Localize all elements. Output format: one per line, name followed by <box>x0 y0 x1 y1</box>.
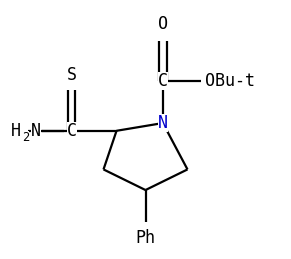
Text: C: C <box>158 71 168 90</box>
Text: Ph: Ph <box>136 229 155 247</box>
Text: C: C <box>67 122 77 140</box>
Text: H: H <box>11 122 21 140</box>
Text: N: N <box>158 114 168 132</box>
Text: S: S <box>67 66 77 84</box>
Text: N: N <box>31 122 40 140</box>
Text: OBu-t: OBu-t <box>205 71 255 90</box>
Text: O: O <box>158 15 168 33</box>
Text: 2: 2 <box>22 131 29 144</box>
